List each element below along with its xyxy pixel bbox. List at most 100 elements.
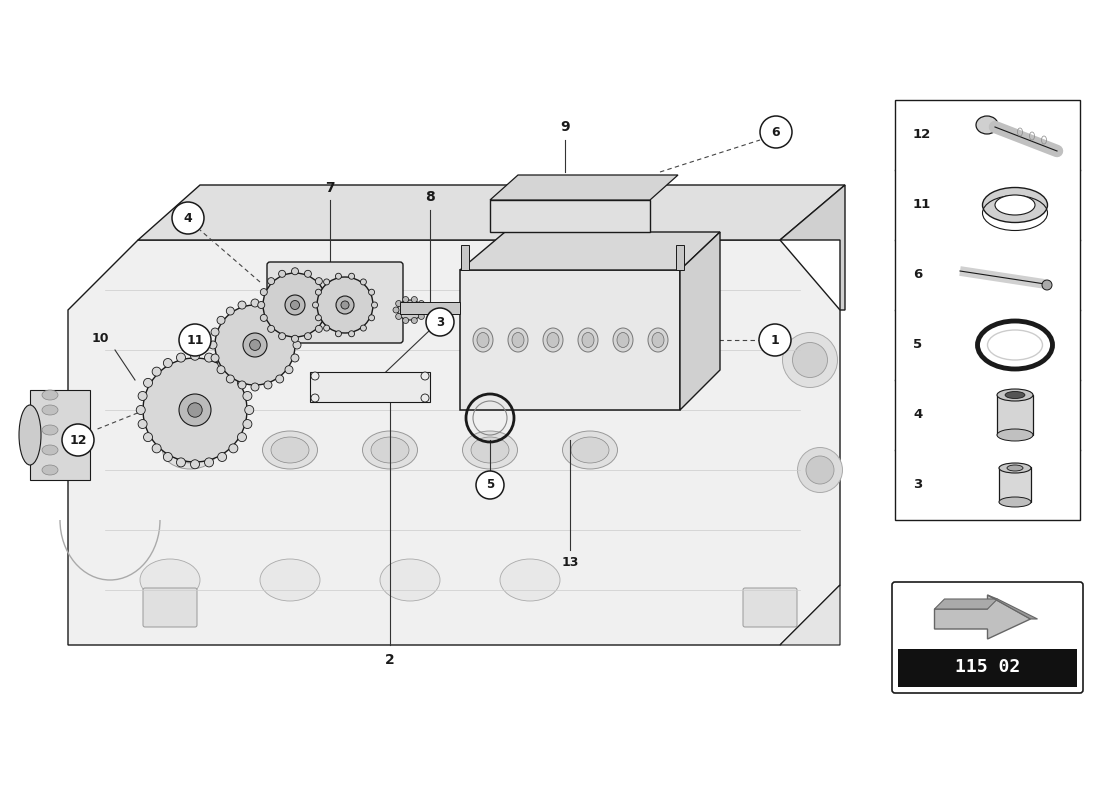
Ellipse shape [462, 431, 517, 469]
Circle shape [292, 335, 298, 342]
Text: 7: 7 [326, 181, 334, 195]
Circle shape [251, 383, 258, 391]
Circle shape [205, 353, 213, 362]
Circle shape [211, 328, 219, 336]
Circle shape [760, 116, 792, 148]
Ellipse shape [140, 559, 200, 601]
Ellipse shape [42, 405, 58, 415]
FancyBboxPatch shape [143, 588, 197, 627]
Ellipse shape [471, 437, 509, 463]
Circle shape [190, 351, 199, 360]
Circle shape [214, 305, 295, 385]
Circle shape [263, 273, 327, 337]
Circle shape [250, 339, 261, 350]
Circle shape [218, 453, 227, 462]
Text: 2: 2 [385, 653, 395, 667]
Ellipse shape [379, 559, 440, 601]
Ellipse shape [363, 431, 418, 469]
Circle shape [336, 330, 341, 337]
Circle shape [229, 367, 238, 376]
Text: 4: 4 [184, 211, 192, 225]
Bar [676, 245, 684, 270]
Circle shape [276, 375, 284, 383]
Bar [895, 100, 1080, 520]
Text: a passion for parts since 1985: a passion for parts since 1985 [262, 460, 598, 480]
Circle shape [393, 307, 399, 313]
Text: 9: 9 [560, 120, 570, 134]
Text: 3: 3 [436, 315, 444, 329]
Circle shape [190, 460, 199, 469]
Circle shape [218, 358, 227, 367]
Ellipse shape [617, 333, 629, 347]
Ellipse shape [512, 333, 524, 347]
Circle shape [251, 299, 258, 307]
Text: 5: 5 [913, 338, 922, 351]
Ellipse shape [798, 447, 843, 493]
Circle shape [421, 307, 427, 313]
Circle shape [759, 324, 791, 356]
Circle shape [176, 353, 186, 362]
Circle shape [372, 302, 377, 308]
Text: 4: 4 [913, 409, 922, 422]
Circle shape [322, 289, 330, 295]
Circle shape [261, 314, 267, 322]
Circle shape [143, 378, 153, 387]
Circle shape [264, 381, 272, 389]
Circle shape [396, 314, 402, 319]
Ellipse shape [19, 405, 41, 465]
Circle shape [316, 314, 321, 321]
Ellipse shape [42, 390, 58, 400]
Text: 1: 1 [771, 334, 780, 346]
Bar [999, 467, 1031, 502]
Polygon shape [935, 595, 1031, 639]
Ellipse shape [1006, 465, 1023, 471]
Circle shape [322, 314, 330, 322]
Ellipse shape [1005, 391, 1025, 398]
Polygon shape [780, 585, 840, 645]
Circle shape [217, 366, 226, 374]
Circle shape [323, 279, 330, 285]
Circle shape [411, 318, 417, 323]
Ellipse shape [42, 445, 58, 455]
Circle shape [323, 325, 330, 331]
Ellipse shape [999, 497, 1031, 507]
Bar [898, 649, 1077, 687]
Circle shape [179, 394, 211, 426]
Circle shape [243, 419, 252, 429]
Text: 115 02: 115 02 [955, 658, 1020, 676]
Circle shape [476, 471, 504, 499]
Ellipse shape [260, 559, 320, 601]
Ellipse shape [976, 116, 998, 134]
Circle shape [285, 316, 293, 324]
Polygon shape [310, 372, 430, 402]
Circle shape [227, 375, 234, 383]
Circle shape [264, 301, 272, 309]
Circle shape [278, 270, 286, 278]
Circle shape [179, 324, 211, 356]
Polygon shape [68, 240, 840, 645]
Circle shape [349, 274, 354, 279]
Polygon shape [138, 185, 845, 240]
Circle shape [293, 341, 301, 349]
Ellipse shape [997, 429, 1033, 441]
Circle shape [164, 453, 173, 462]
Circle shape [267, 326, 275, 332]
Circle shape [176, 458, 186, 467]
Ellipse shape [782, 333, 837, 387]
Ellipse shape [547, 333, 559, 347]
Circle shape [152, 444, 161, 453]
Ellipse shape [997, 389, 1033, 401]
Circle shape [336, 296, 354, 314]
Ellipse shape [582, 333, 594, 347]
Circle shape [361, 325, 366, 331]
Circle shape [243, 333, 267, 357]
Ellipse shape [792, 342, 827, 378]
Text: eurospares: eurospares [219, 387, 640, 453]
Ellipse shape [263, 431, 318, 469]
Circle shape [336, 274, 341, 279]
Text: 13: 13 [561, 557, 579, 570]
Circle shape [227, 307, 234, 315]
Circle shape [238, 433, 246, 442]
Circle shape [305, 333, 311, 340]
Circle shape [211, 354, 219, 362]
